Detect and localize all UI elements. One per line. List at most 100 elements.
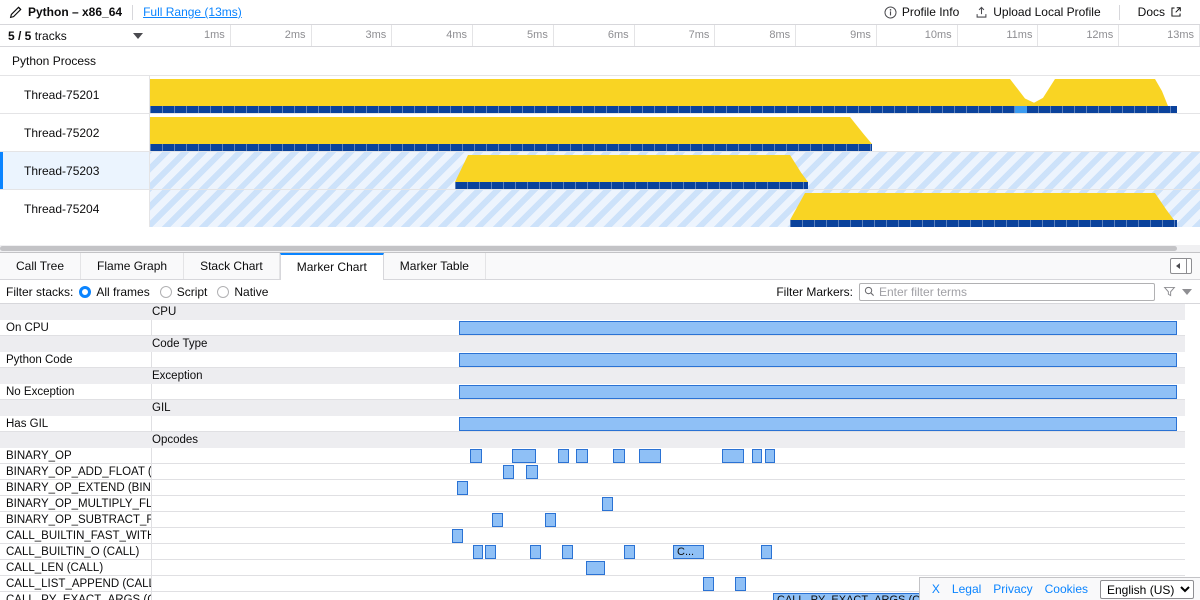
process-row[interactable]: Python Process xyxy=(0,47,1200,75)
sidebar-toggle-button[interactable] xyxy=(1170,258,1192,274)
marker-block[interactable] xyxy=(558,449,569,463)
tab-marker-table[interactable]: Marker Table xyxy=(383,253,486,279)
timeline-horizontal-scrollbar[interactable] xyxy=(0,245,1200,252)
marker-block[interactable] xyxy=(459,353,1177,367)
marker-row-track[interactable]: C... xyxy=(152,544,1200,560)
chevron-left-icon xyxy=(1176,263,1180,269)
tab-flame-graph[interactable]: Flame Graph xyxy=(81,253,185,279)
marker-block[interactable] xyxy=(526,465,538,479)
marker-block[interactable]: C... xyxy=(673,545,704,559)
marker-row[interactable]: BINARY_OP_ADD_FLOAT (B... xyxy=(0,464,1200,480)
marker-row[interactable]: Python Code xyxy=(0,352,1200,368)
legal-link[interactable]: Legal xyxy=(951,582,982,596)
cookies-link[interactable]: Cookies xyxy=(1044,582,1088,596)
marker-row-track[interactable] xyxy=(152,416,1200,432)
marker-group-spacer xyxy=(0,304,152,320)
track-activity-graph[interactable] xyxy=(150,114,1200,151)
marker-block[interactable] xyxy=(459,321,1177,335)
marker-block[interactable]: CALL_PY_EXACT_ARGS (CALL) xyxy=(773,593,928,600)
track-selector-button[interactable]: 5 / 5 tracks xyxy=(0,25,150,46)
marker-row-track[interactable] xyxy=(152,320,1200,336)
frame-filter-all-frames[interactable]: All frames xyxy=(79,285,150,299)
marker-block[interactable] xyxy=(459,385,1177,399)
marker-block[interactable] xyxy=(562,545,573,559)
marker-block[interactable] xyxy=(512,449,536,463)
marker-block[interactable] xyxy=(530,545,541,559)
track-activity-graph[interactable] xyxy=(150,76,1200,113)
tab-marker-chart[interactable]: Marker Chart xyxy=(279,253,384,280)
upload-local-profile-button[interactable]: Upload Local Profile xyxy=(967,1,1108,24)
tab-call-tree[interactable]: Call Tree xyxy=(0,253,82,279)
marker-row[interactable]: CALL_BUILTIN_O (CALL) C... xyxy=(0,544,1200,560)
marker-block[interactable] xyxy=(602,497,613,511)
marker-row[interactable]: BINARY_OP_MULTIPLY_FL... xyxy=(0,496,1200,512)
marker-row[interactable]: On CPU xyxy=(0,320,1200,336)
frame-filter-native[interactable]: Native xyxy=(217,285,268,299)
marker-block[interactable] xyxy=(473,545,483,559)
marker-row[interactable]: BINARY_OP_EXTEND (BINA... xyxy=(0,480,1200,496)
marker-row[interactable]: No Exception xyxy=(0,384,1200,400)
marker-block[interactable] xyxy=(613,449,625,463)
radio-icon[interactable] xyxy=(79,285,92,298)
marker-row-track[interactable] xyxy=(152,512,1200,528)
cpu-usage-area xyxy=(150,155,1177,182)
full-range-button[interactable]: Full Range (13ms) xyxy=(143,5,242,19)
marker-chart-vertical-scrollbar[interactable] xyxy=(1185,304,1200,600)
marker-block[interactable] xyxy=(752,449,762,463)
profile-name-button[interactable]: Python – x86_64 xyxy=(9,5,122,19)
marker-block[interactable] xyxy=(765,449,775,463)
marker-row[interactable]: CALL_BUILTIN_FAST_WITH... xyxy=(0,528,1200,544)
track-activity-graph[interactable] xyxy=(150,190,1200,227)
marker-block[interactable] xyxy=(457,481,468,495)
marker-block[interactable] xyxy=(624,545,635,559)
upload-local-profile-label: Upload Local Profile xyxy=(993,5,1101,19)
language-select[interactable]: English (US) xyxy=(1100,579,1194,599)
search-input[interactable] xyxy=(879,284,1150,299)
marker-row-track[interactable] xyxy=(152,560,1200,576)
marker-row[interactable]: Has GIL xyxy=(0,416,1200,432)
marker-group-title-area: GIL xyxy=(152,400,1200,416)
docs-button[interactable]: Docs xyxy=(1130,1,1191,24)
marker-row-track[interactable] xyxy=(152,352,1200,368)
marker-row-track[interactable] xyxy=(152,480,1200,496)
marker-row[interactable]: CALL_LEN (CALL) xyxy=(0,560,1200,576)
timeline-track-thread-75201[interactable]: Thread-75201 xyxy=(0,75,1200,113)
tab-stack-chart[interactable]: Stack Chart xyxy=(184,253,280,279)
marker-block[interactable] xyxy=(586,561,605,575)
radio-icon[interactable] xyxy=(217,285,230,298)
privacy-link[interactable]: Privacy xyxy=(993,582,1033,596)
marker-row-track[interactable] xyxy=(152,464,1200,480)
marker-row-track[interactable] xyxy=(152,528,1200,544)
marker-block[interactable] xyxy=(485,545,496,559)
marker-row[interactable]: BINARY_OP_SUBTRACT_FL... xyxy=(0,512,1200,528)
timeline-ruler[interactable]: 1ms 2ms 3ms 4ms 5ms 6ms 7ms 8ms 9ms 10ms 11ms 12ms 1… xyxy=(150,25,1200,46)
funnel-icon[interactable] xyxy=(1163,285,1176,298)
marker-block[interactable] xyxy=(492,513,503,527)
marker-block[interactable] xyxy=(722,449,744,463)
marker-block[interactable] xyxy=(545,513,556,527)
marker-block[interactable] xyxy=(452,529,463,543)
marker-block[interactable] xyxy=(703,577,714,591)
marker-block[interactable] xyxy=(459,417,1177,431)
timeline-track-thread-75203[interactable]: Thread-75203 xyxy=(0,151,1200,189)
timeline-track-thread-75204[interactable]: Thread-75204 xyxy=(0,189,1200,227)
filter-dropdown-caret-icon[interactable] xyxy=(1182,288,1192,295)
marker-block[interactable] xyxy=(639,449,661,463)
close-icon[interactable]: X xyxy=(931,582,940,596)
marker-chart[interactable]: CPU On CPU Code Type Python Code Exception No… xyxy=(0,304,1200,600)
marker-block[interactable] xyxy=(503,465,514,479)
timeline-track-thread-75202[interactable]: Thread-75202 xyxy=(0,113,1200,151)
frame-filter-script[interactable]: Script xyxy=(159,285,207,299)
marker-block[interactable] xyxy=(735,577,746,591)
marker-block[interactable] xyxy=(576,449,588,463)
profile-info-button[interactable]: Profile Info xyxy=(876,1,967,24)
marker-row-track[interactable] xyxy=(152,448,1200,464)
marker-block[interactable] xyxy=(761,545,772,559)
track-activity-graph[interactable] xyxy=(150,152,1200,189)
marker-search-box[interactable] xyxy=(859,282,1155,301)
marker-row-track[interactable] xyxy=(152,496,1200,512)
marker-block[interactable] xyxy=(470,449,482,463)
radio-icon[interactable] xyxy=(159,285,172,298)
marker-row-track[interactable] xyxy=(152,384,1200,400)
marker-row[interactable]: BINARY_OP xyxy=(0,448,1200,464)
